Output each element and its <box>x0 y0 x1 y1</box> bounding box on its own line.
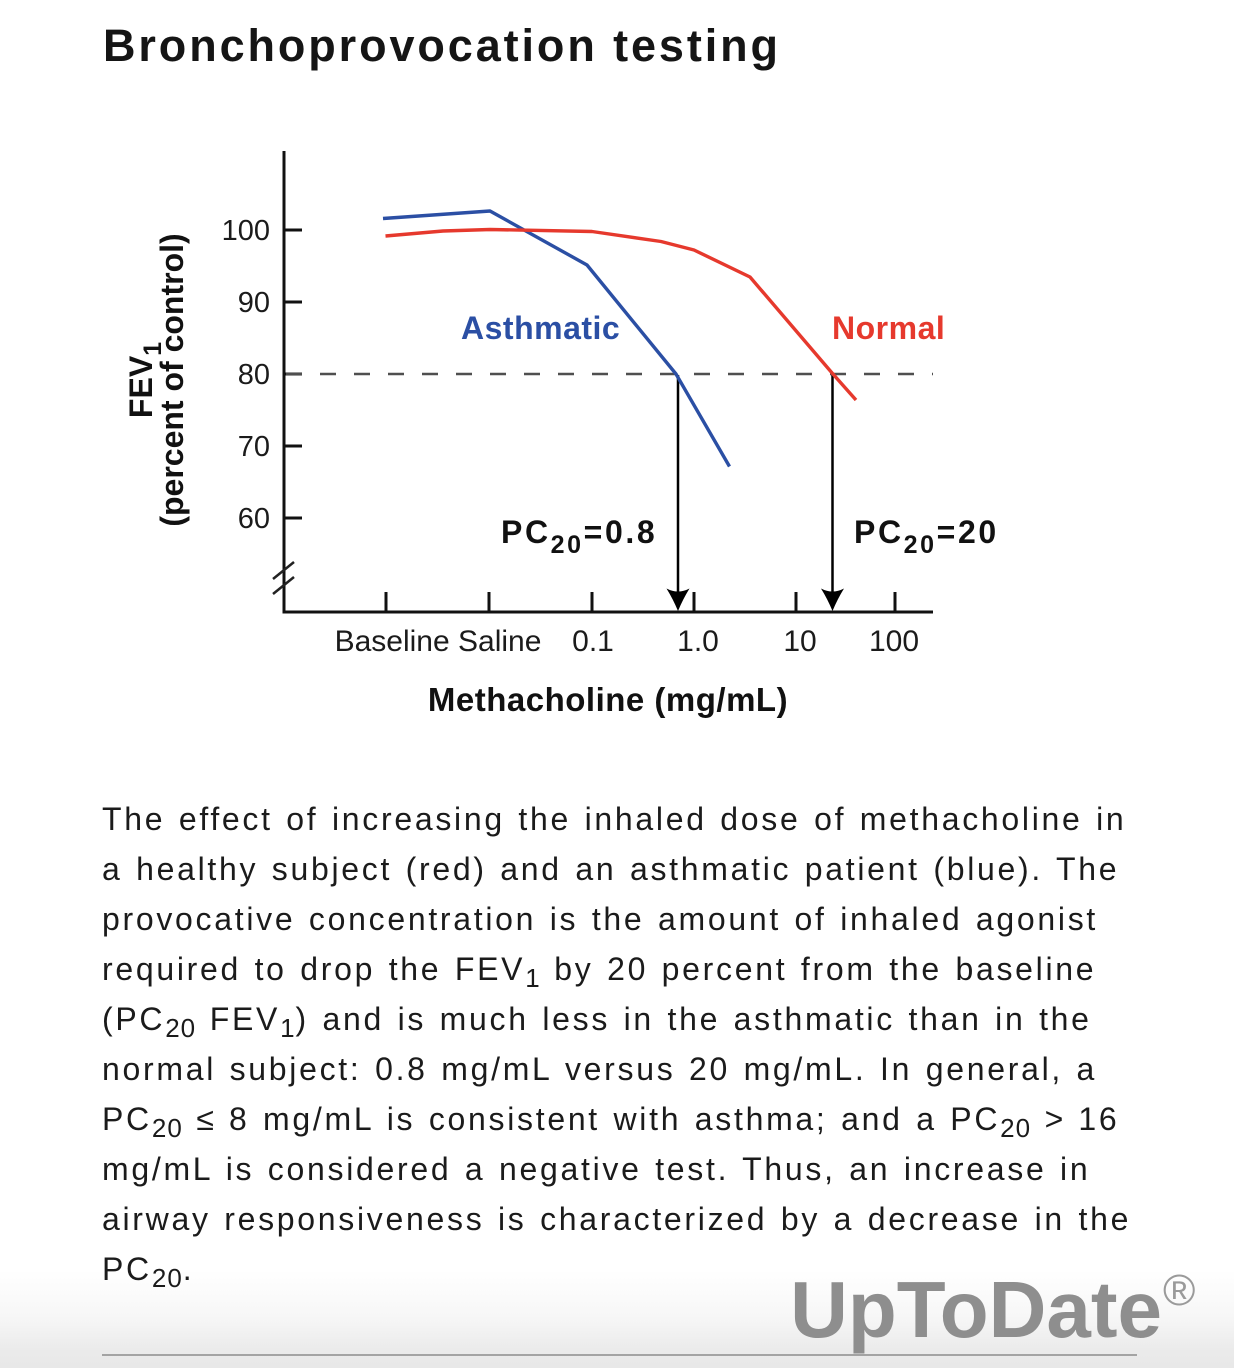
svg-text:10: 10 <box>783 625 816 658</box>
svg-text:Asthmatic: Asthmatic <box>461 310 620 346</box>
svg-text:Normal: Normal <box>832 310 945 346</box>
svg-text:(percent of control): (percent of control) <box>154 233 190 526</box>
svg-text:Baseline Saline: Baseline Saline <box>335 625 542 658</box>
svg-text:70: 70 <box>238 431 270 463</box>
svg-text:PC20=0.8: PC20=0.8 <box>501 514 657 559</box>
svg-text:PC20=20: PC20=20 <box>854 514 999 559</box>
svg-text:1.0: 1.0 <box>677 625 719 658</box>
svg-text:100: 100 <box>869 625 919 658</box>
svg-text:0.1: 0.1 <box>572 625 614 658</box>
svg-text:Methacholine (mg/mL): Methacholine (mg/mL) <box>428 681 788 718</box>
svg-text:90: 90 <box>238 287 270 319</box>
svg-text:60: 60 <box>238 503 270 535</box>
svg-text:100: 100 <box>222 215 270 247</box>
svg-text:80: 80 <box>238 359 270 391</box>
